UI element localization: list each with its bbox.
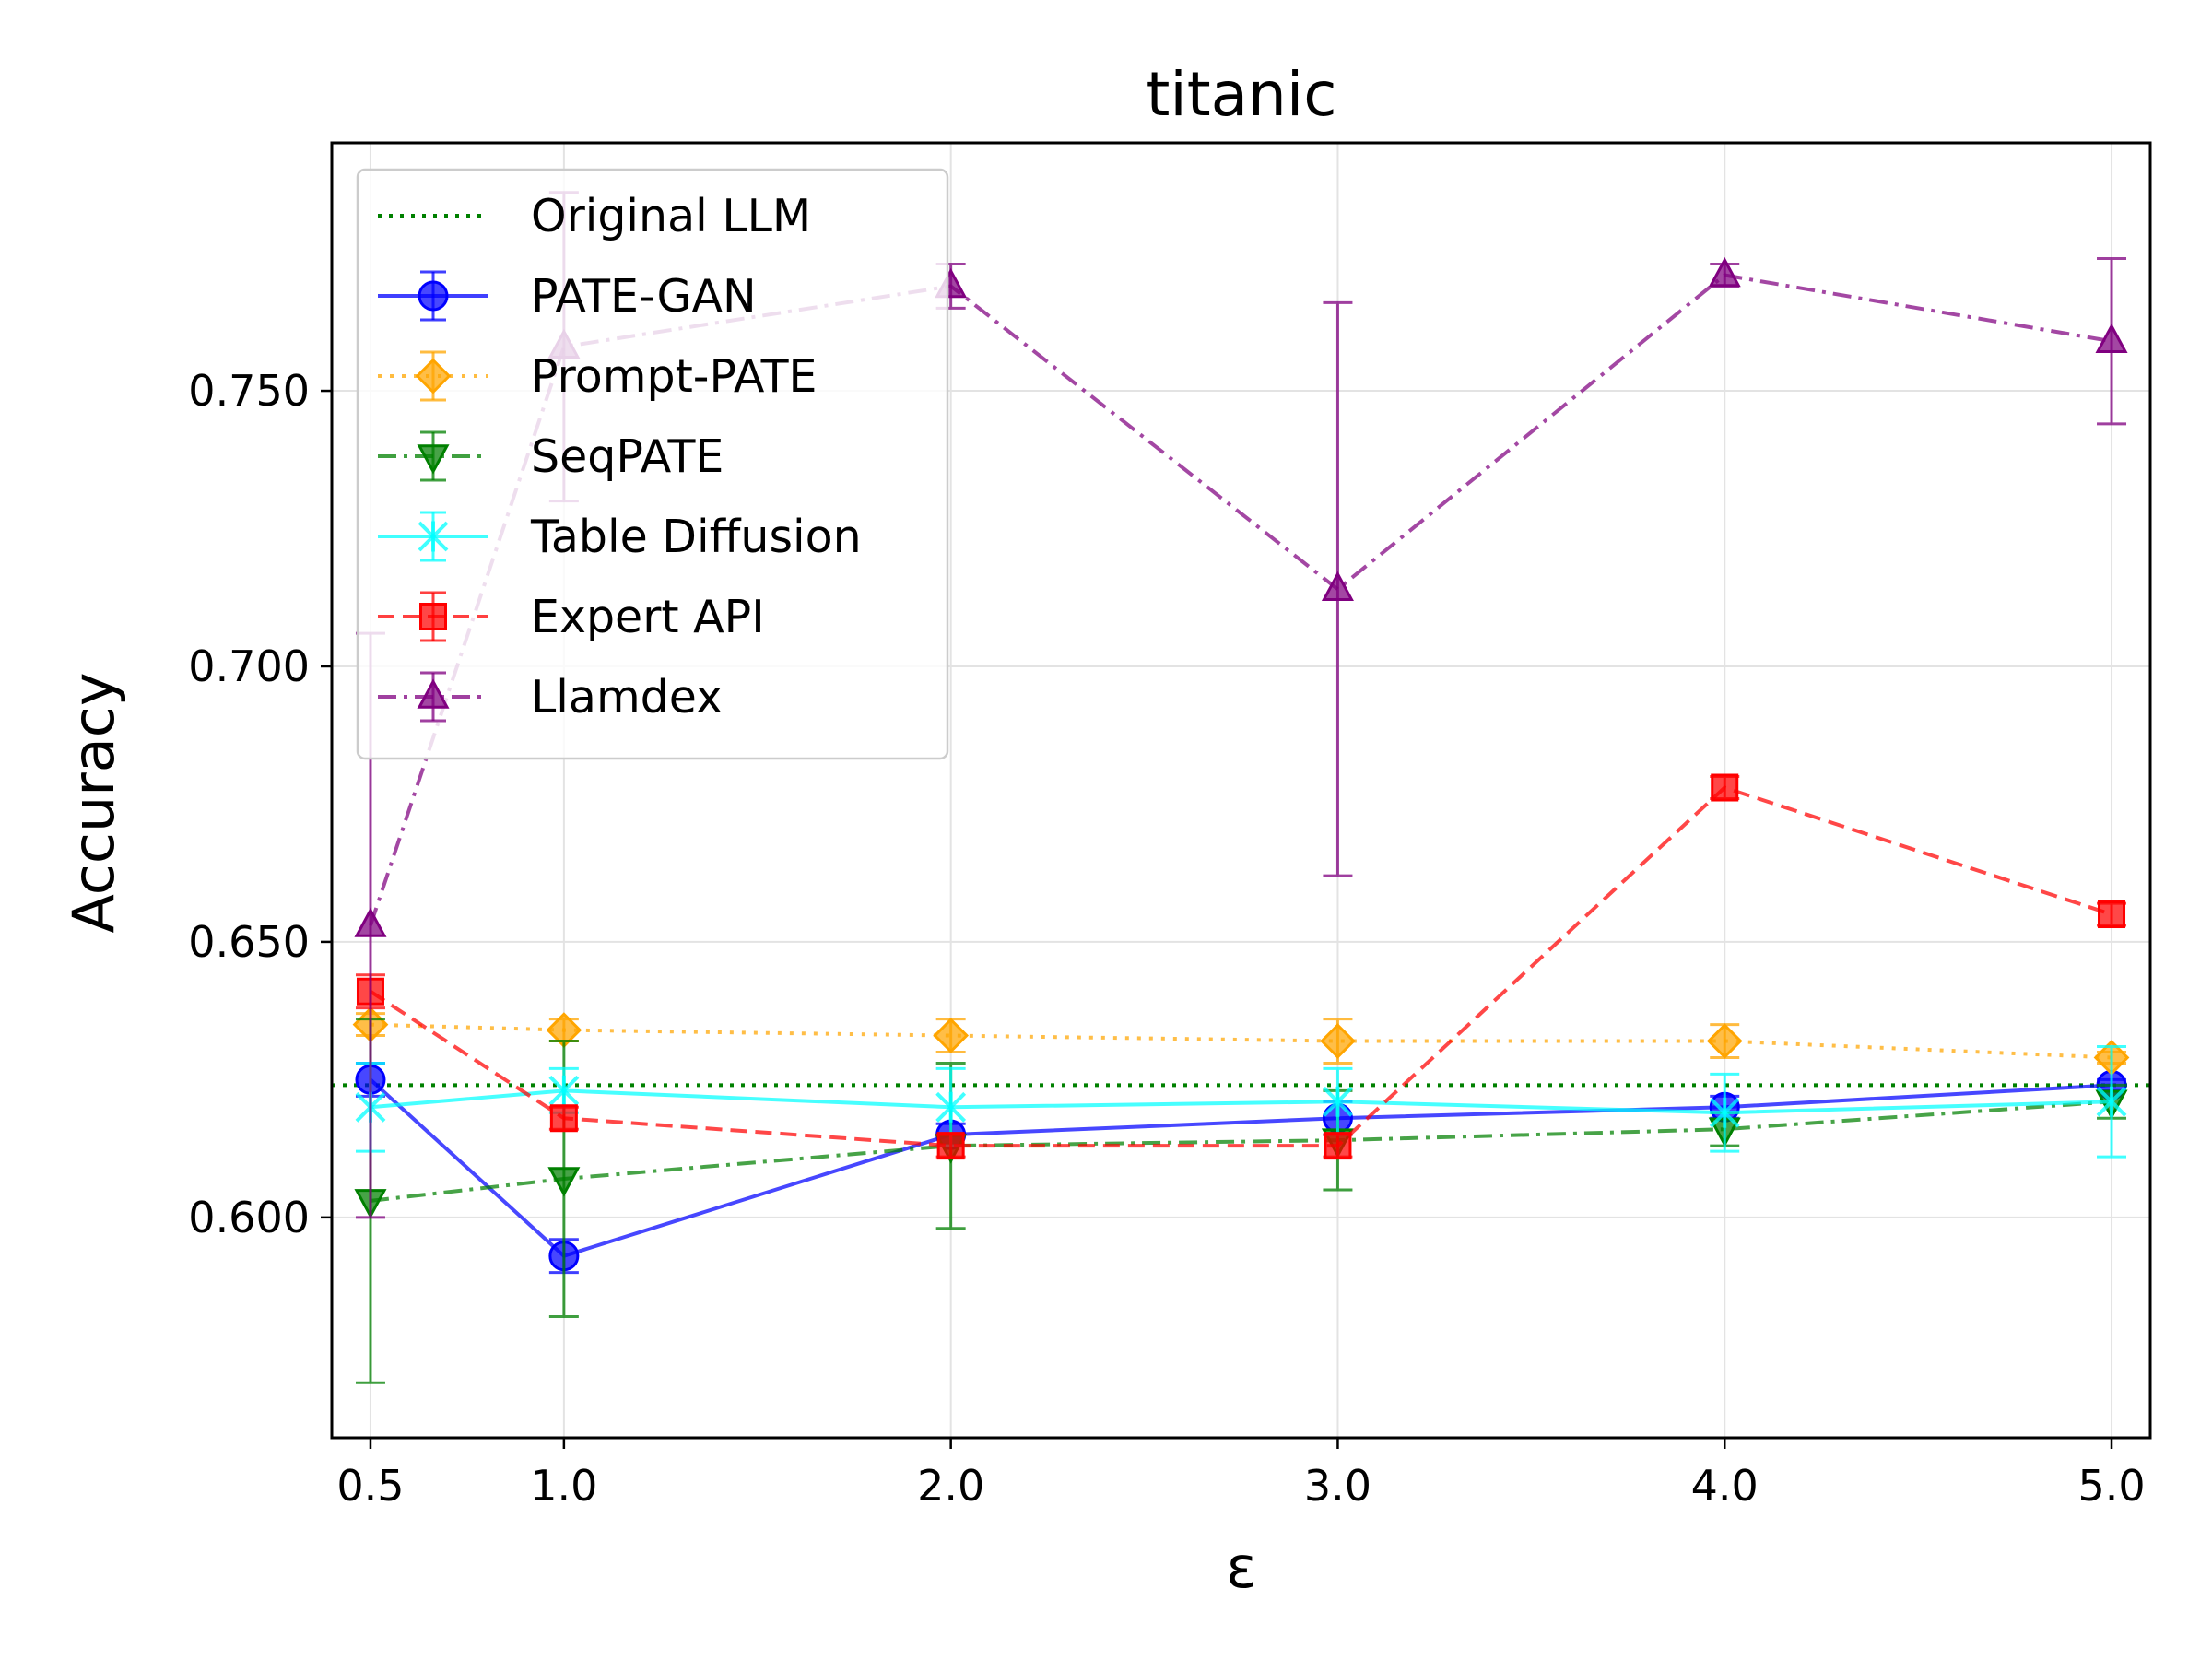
legend-item-expert-api: Expert API [378, 591, 765, 643]
y-axis-title: Accuracy [60, 672, 127, 933]
data-point-expert-api [1711, 773, 1739, 802]
data-point-llamdex [2095, 323, 2128, 353]
series-line-table-diffusion [370, 1088, 2112, 1115]
data-point-llamdex [1708, 256, 1741, 288]
data-point-expert-api [549, 1104, 578, 1133]
x-tick-label: 3.0 [1304, 1461, 1371, 1511]
data-point-expert-api [1324, 1132, 1352, 1160]
data-point-table-diffusion [1709, 1097, 1740, 1128]
legend-marker [418, 521, 449, 552]
data-point-prompt-pate [933, 1018, 970, 1053]
legend-marker [415, 358, 452, 394]
data-point-table-diffusion [935, 1091, 967, 1123]
legend-label: Table Diffusion [530, 511, 862, 563]
legend-marker [417, 444, 450, 475]
y-axis-ticks: 0.600 0.650 0.700 0.750 [188, 366, 332, 1242]
legend-label: SeqPATE [531, 430, 724, 483]
legend-label: Llamdex [531, 671, 723, 724]
x-axis-ticks: 0.5 1.0 2.0 3.0 4.0 5.0 [336, 1438, 2146, 1511]
series-expert-api [355, 773, 2127, 1160]
x-tick-label: 1.0 [530, 1461, 597, 1511]
plot-frame [330, 141, 2152, 1440]
data-point-expert-api [2098, 900, 2126, 929]
series-line-pate-gan [369, 1077, 2112, 1258]
legend-item-seqpate: SeqPATE [378, 430, 724, 483]
legend-marker [419, 603, 447, 630]
data-point-table-diffusion [1323, 1086, 1353, 1117]
legend-item-table-diffusion: Table Diffusion [378, 511, 862, 563]
legend-item-pate-gan: PATE-GAN [378, 270, 757, 323]
series-line-seqpate [370, 1100, 2112, 1203]
y-tick-label: 0.700 [188, 641, 310, 691]
chart-title: titanic [1147, 59, 1337, 130]
legend-box [356, 168, 949, 760]
legend-label: Prompt-PATE [531, 350, 818, 403]
legend: Original LLM PATE-GAN Prompt-PATE SeqPATE Ta… [356, 168, 949, 760]
data-point-llamdex [1321, 571, 1354, 602]
data-point-table-diffusion [2096, 1086, 2127, 1117]
legend-item-llamdex: Llamdex [378, 671, 723, 724]
x-tick-label: 2.0 [917, 1461, 984, 1511]
legend-label: PATE-GAN [531, 270, 757, 323]
y-tick-label: 0.650 [188, 917, 310, 967]
x-tick-label: 0.5 [336, 1461, 404, 1511]
x-axis-title: ε [1226, 1534, 1257, 1601]
data-point-table-diffusion [548, 1075, 580, 1106]
x-tick-label: 4.0 [1691, 1461, 1759, 1511]
data-point-expert-api [936, 1132, 965, 1160]
data-point-prompt-pate [1320, 1023, 1356, 1059]
x-tick-label: 5.0 [2077, 1461, 2145, 1511]
legend-item-original-llm: Original LLM [378, 190, 811, 242]
y-tick-label: 0.750 [188, 366, 310, 416]
series-line-expert-api [369, 785, 2112, 1148]
legend-item-prompt-pate: Prompt-PATE [378, 350, 818, 403]
series-layer [352, 191, 2130, 1384]
legend-marker [417, 678, 450, 709]
legend-label: Expert API [531, 591, 765, 643]
legend-marker [418, 280, 449, 312]
data-point-llamdex [354, 907, 387, 937]
data-point-prompt-pate [1706, 1023, 1743, 1059]
data-point-seqpate [547, 1167, 581, 1197]
y-tick-label: 0.600 [188, 1193, 310, 1242]
legend-label: Original LLM [531, 190, 811, 242]
